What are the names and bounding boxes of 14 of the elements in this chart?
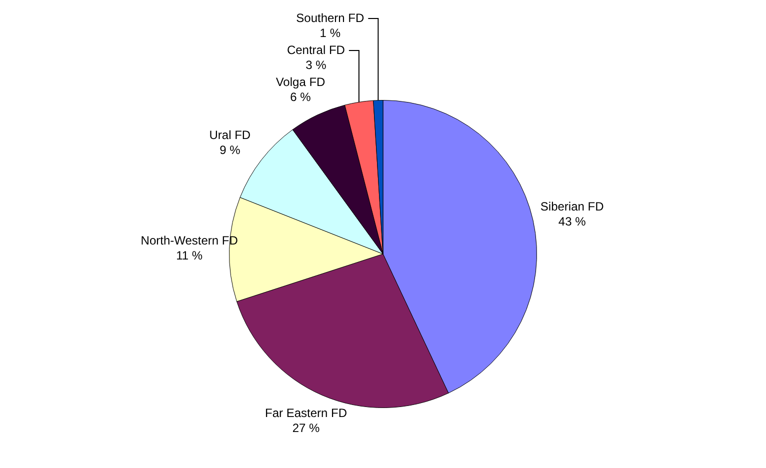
slice-label: North-Western FD [140,234,238,248]
data-label: 9 % [220,142,241,157]
data-label: 43 % [558,214,586,229]
data-label: 27 % [292,421,320,436]
slice-label: Southern FD [296,10,364,25]
slice-label: Siberian FD [540,200,604,214]
data-label: 6 % [290,90,312,104]
data-label: 1 % [320,26,341,40]
slice-label: Ural FD [209,128,251,142]
slice-label: Volga FD [276,74,326,89]
slice-label: Far Eastern FD [265,406,348,420]
data-label: 11 % [176,248,203,263]
slice-label: Central FD [286,42,346,57]
data-label: 3 % [306,58,327,72]
